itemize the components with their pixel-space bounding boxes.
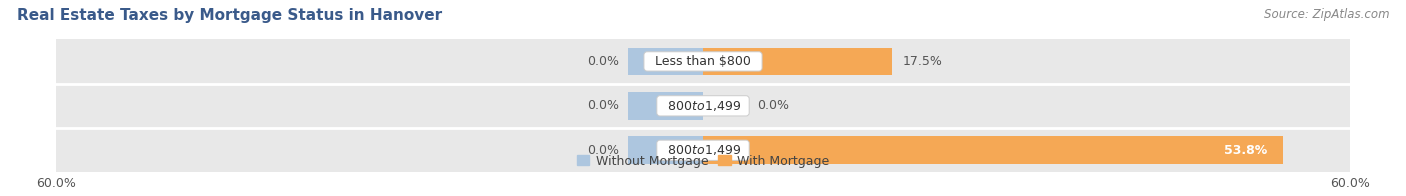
Text: Real Estate Taxes by Mortgage Status in Hanover: Real Estate Taxes by Mortgage Status in … <box>17 8 441 23</box>
Text: 0.0%: 0.0% <box>756 99 789 112</box>
Legend: Without Mortgage, With Mortgage: Without Mortgage, With Mortgage <box>576 155 830 168</box>
Bar <box>627 92 703 120</box>
Bar <box>627 136 703 164</box>
Bar <box>56 84 1350 128</box>
Text: Less than $800: Less than $800 <box>647 55 759 68</box>
Text: Source: ZipAtlas.com: Source: ZipAtlas.com <box>1264 8 1389 21</box>
Text: $800 to $1,499: $800 to $1,499 <box>659 99 747 113</box>
Bar <box>627 48 703 75</box>
Text: 0.0%: 0.0% <box>586 144 619 157</box>
Bar <box>703 48 891 75</box>
Bar <box>56 128 1350 172</box>
Text: $800 to $1,499: $800 to $1,499 <box>659 143 747 157</box>
Text: 53.8%: 53.8% <box>1223 144 1267 157</box>
Text: 17.5%: 17.5% <box>903 55 942 68</box>
Bar <box>56 39 1350 84</box>
Text: 0.0%: 0.0% <box>586 99 619 112</box>
Bar <box>703 136 1282 164</box>
Text: 0.0%: 0.0% <box>586 55 619 68</box>
